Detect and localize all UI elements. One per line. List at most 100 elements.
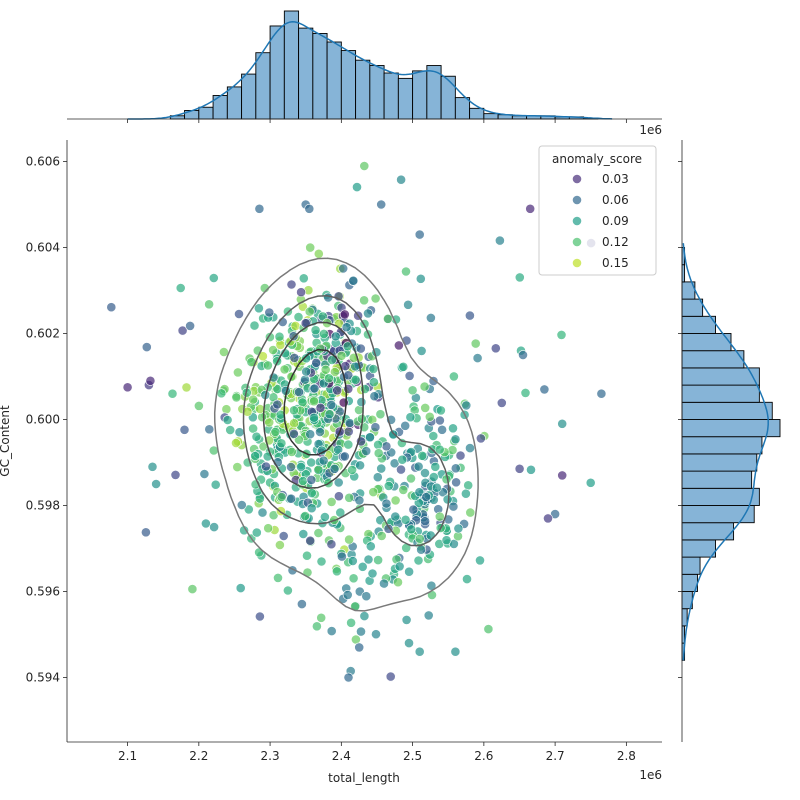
scatter-point xyxy=(359,295,369,306)
scatter-point xyxy=(385,671,396,682)
scatter-point xyxy=(415,273,426,284)
scatter-point xyxy=(396,174,406,185)
scatter-point xyxy=(465,507,476,518)
y-hist-bar xyxy=(681,505,755,524)
scatter-point xyxy=(336,350,347,361)
scatter-point xyxy=(187,584,198,594)
scatter-point xyxy=(451,477,461,488)
scatter-point xyxy=(475,433,486,444)
scatter-point xyxy=(294,387,304,397)
x-hist-bar xyxy=(412,70,428,120)
scatter-point xyxy=(305,429,316,440)
scatter-point xyxy=(276,492,287,502)
scatter-point xyxy=(231,438,241,448)
scatter-point xyxy=(309,412,319,423)
scatter-point xyxy=(288,331,299,342)
scatter-point xyxy=(354,642,365,653)
scatter-point xyxy=(236,500,247,510)
scatter-point xyxy=(225,425,236,435)
scatter-point xyxy=(381,498,392,509)
scatter-point xyxy=(373,448,384,459)
scatter-point xyxy=(324,373,334,384)
y-hist-bar xyxy=(681,419,781,438)
legend: anomaly_score 0.03 0.06 0.09 0.12 0.15 xyxy=(538,145,657,276)
scatter-point xyxy=(368,487,379,497)
scatter-point xyxy=(365,541,376,552)
scatter-point xyxy=(450,434,461,445)
scatter-point xyxy=(249,320,260,331)
scatter-point xyxy=(140,527,151,538)
scatter-point xyxy=(315,343,326,354)
scatter-point xyxy=(376,199,387,210)
scatter-point xyxy=(343,426,354,437)
scatter-point xyxy=(496,397,507,408)
scatter-point xyxy=(460,488,471,499)
scatter-point xyxy=(393,577,403,588)
y-hist-bar xyxy=(681,384,760,403)
scatter-point xyxy=(324,409,335,420)
scatter-point xyxy=(371,629,381,640)
y-hist-bar xyxy=(681,608,688,627)
scatter-point xyxy=(448,423,458,434)
scatter-point xyxy=(420,402,431,413)
scatter-point xyxy=(333,491,344,502)
scatter-point xyxy=(450,463,461,474)
kde-contours xyxy=(213,257,479,612)
scatter-point xyxy=(300,511,311,521)
x-tick-label: 2.2 xyxy=(189,749,208,763)
scatter-point xyxy=(416,544,426,555)
scatter-point xyxy=(490,343,501,354)
scatter-point xyxy=(369,391,380,402)
legend-items: 0.03 0.06 0.09 0.12 0.15 xyxy=(572,172,629,270)
kde-contour-level-3 xyxy=(262,321,364,489)
y-hist-bar xyxy=(681,315,716,334)
scatter-point xyxy=(520,387,531,398)
scatter-point xyxy=(274,540,285,550)
scatter-point xyxy=(175,283,186,293)
x-hist-bar xyxy=(312,33,328,120)
scatter-point xyxy=(425,530,436,541)
scatter-point xyxy=(253,303,264,314)
x-hist-bar xyxy=(226,86,243,120)
x-tick-label: 2.6 xyxy=(474,749,493,763)
scatter-point xyxy=(379,578,389,589)
scatter-point xyxy=(167,388,178,399)
scatter-point xyxy=(275,339,286,350)
scatter-points xyxy=(106,161,607,683)
scatter-point xyxy=(448,371,459,382)
scatter-point xyxy=(177,325,188,336)
y-tick-label: 0.606 xyxy=(26,155,60,169)
legend-marker xyxy=(572,195,582,205)
scatter-point xyxy=(306,457,317,468)
y-tick-label: 0.604 xyxy=(26,241,60,255)
scatter-point xyxy=(286,462,296,472)
scatter-point xyxy=(301,353,312,364)
scatter-point xyxy=(372,472,383,483)
scatter-point xyxy=(394,561,405,572)
scatter-point xyxy=(355,460,365,471)
scatter-point xyxy=(494,235,505,246)
scatter-point xyxy=(367,568,378,579)
scatter-point xyxy=(304,306,315,317)
scatter-point xyxy=(305,535,316,546)
scatter-point xyxy=(585,477,596,488)
scatter-point xyxy=(450,646,461,657)
scatter-point xyxy=(326,496,337,507)
scatter-point xyxy=(557,418,568,429)
x-hist-bar xyxy=(198,106,214,120)
scatter-point xyxy=(368,377,379,388)
scatter-point xyxy=(200,518,211,529)
y-marginal-histogram xyxy=(681,243,781,661)
scatter-point xyxy=(297,476,308,486)
scatter-point xyxy=(428,431,439,441)
scatter-point xyxy=(329,463,340,474)
y-tick-label: 0.594 xyxy=(26,671,60,685)
scatter-point xyxy=(408,504,419,515)
scatter-point xyxy=(414,229,425,240)
scatter-point xyxy=(273,573,283,583)
scatter-point xyxy=(261,461,271,472)
scatter-point xyxy=(199,469,210,479)
y-hist-bar xyxy=(681,436,763,455)
scatter-point xyxy=(373,439,383,450)
scatter-point xyxy=(448,501,459,512)
